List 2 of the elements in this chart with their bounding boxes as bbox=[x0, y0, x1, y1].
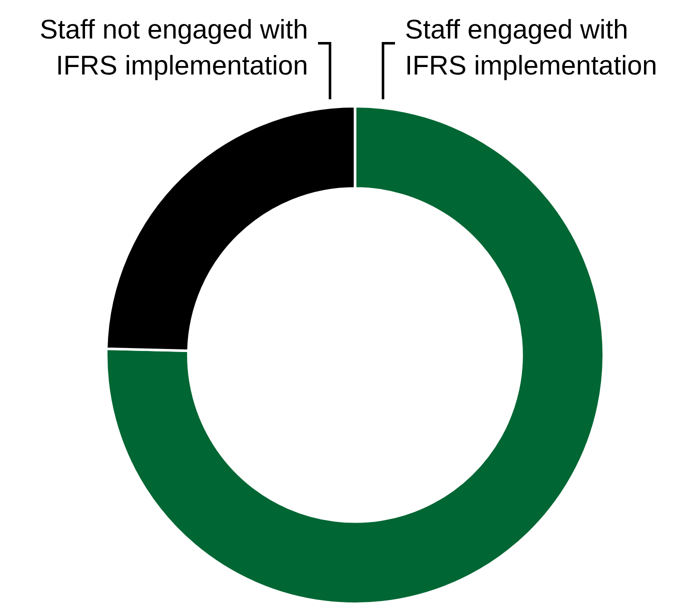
slice-label: Staff not engaged with IFRS implementation bbox=[40, 14, 308, 81]
slice-label: Staff engaged with IFRS implementation bbox=[405, 14, 658, 81]
